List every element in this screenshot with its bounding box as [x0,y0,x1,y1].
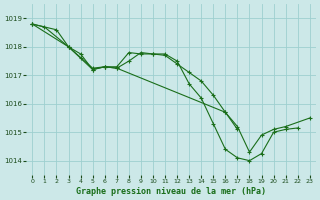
X-axis label: Graphe pression niveau de la mer (hPa): Graphe pression niveau de la mer (hPa) [76,187,266,196]
